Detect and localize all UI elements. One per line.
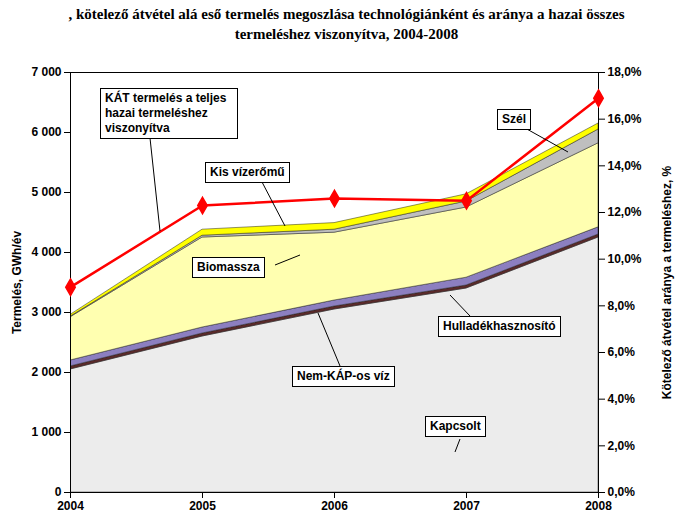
- svg-text:2005: 2005: [189, 499, 216, 513]
- html-text:Nem-KÁP-os víz: Nem-KÁP-os víz: [297, 369, 390, 383]
- html-text:Kis vízerőmű: Kis vízerőmű: [210, 165, 285, 179]
- svg-text:0: 0: [55, 485, 62, 499]
- html-text:, kötelező átvétel alá eső ter: , kötelező átvétel alá eső termelés mego…: [68, 6, 625, 42]
- svg-text:10,0%: 10,0%: [608, 252, 642, 266]
- svg-text:2004: 2004: [57, 499, 84, 513]
- html-text:Szél: Szél: [502, 112, 526, 126]
- svg-text:2006: 2006: [321, 499, 348, 513]
- svg-text:14,0%: 14,0%: [608, 159, 642, 173]
- html-text:Kapcsolt: Kapcsolt: [430, 419, 481, 433]
- svg-text:Kötelező átvétel aránya a term: Kötelező átvétel aránya a termeléshez, %: [660, 165, 674, 399]
- svg-text:12,0%: 12,0%: [608, 205, 642, 219]
- svg-text:6 000: 6 000: [31, 125, 61, 139]
- svg-text:3 000: 3 000: [31, 305, 61, 319]
- svg-text:2,0%: 2,0%: [608, 439, 636, 453]
- svg-text:18,0%: 18,0%: [608, 65, 642, 79]
- svg-text:4,0%: 4,0%: [608, 392, 636, 406]
- svg-text:4 000: 4 000: [31, 245, 61, 259]
- svg-text:16,0%: 16,0%: [608, 112, 642, 126]
- svg-text:1 000: 1 000: [31, 425, 61, 439]
- svg-text:5 000: 5 000: [31, 185, 61, 199]
- svg-text:2007: 2007: [453, 499, 480, 513]
- svg-text:7 000: 7 000: [31, 65, 61, 79]
- html-text:Biomassza: Biomassza: [197, 260, 260, 274]
- svg-text:Termelés, GWh/év: Termelés, GWh/év: [10, 231, 24, 334]
- svg-text:0,0%: 0,0%: [608, 485, 636, 499]
- html-text:KÁT termelés a teljes hazai te: KÁT termelés a teljes hazai termeléshez …: [105, 91, 227, 135]
- html-text:Hulladékhasznosító: Hulladékhasznosító: [443, 319, 556, 333]
- svg-text:2008: 2008: [585, 499, 612, 513]
- svg-text:6,0%: 6,0%: [608, 345, 636, 359]
- svg-text:2 000: 2 000: [31, 365, 61, 379]
- svg-text:8,0%: 8,0%: [608, 299, 636, 313]
